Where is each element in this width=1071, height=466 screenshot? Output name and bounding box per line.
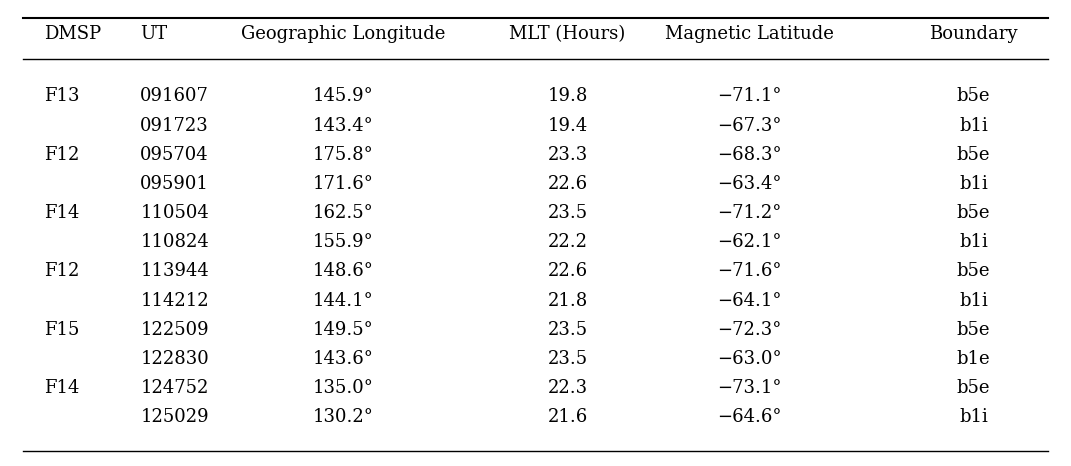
Text: 22.2: 22.2 [547,233,588,251]
Text: Boundary: Boundary [930,25,1017,43]
Text: 149.5°: 149.5° [313,321,374,339]
Text: 143.4°: 143.4° [313,116,374,135]
Text: b5e: b5e [956,321,991,339]
Text: F13: F13 [44,87,79,105]
Text: b5e: b5e [956,204,991,222]
Text: −71.2°: −71.2° [716,204,782,222]
Text: b5e: b5e [956,379,991,397]
Text: 19.4: 19.4 [547,116,588,135]
Text: 110504: 110504 [140,204,209,222]
Text: 144.1°: 144.1° [313,292,374,309]
Text: b1i: b1i [959,233,987,251]
Text: F14: F14 [44,379,79,397]
Text: 22.3: 22.3 [547,379,588,397]
Text: 23.5: 23.5 [547,321,588,339]
Text: b5e: b5e [956,262,991,281]
Text: 143.6°: 143.6° [313,350,374,368]
Text: 22.6: 22.6 [547,175,588,193]
Text: F14: F14 [44,204,79,222]
Text: b5e: b5e [956,146,991,164]
Text: 113944: 113944 [140,262,209,281]
Text: 22.6: 22.6 [547,262,588,281]
Text: −72.3°: −72.3° [716,321,782,339]
Text: 19.8: 19.8 [547,87,588,105]
Text: 091723: 091723 [140,116,209,135]
Text: 095901: 095901 [140,175,209,193]
Text: −71.6°: −71.6° [716,262,782,281]
Text: 130.2°: 130.2° [313,408,374,426]
Text: 124752: 124752 [140,379,209,397]
Text: 162.5°: 162.5° [313,204,374,222]
Text: 148.6°: 148.6° [313,262,374,281]
Text: −67.3°: −67.3° [716,116,782,135]
Text: MLT (Hours): MLT (Hours) [510,25,625,43]
Text: −68.3°: −68.3° [716,146,782,164]
Text: 095704: 095704 [140,146,209,164]
Text: 155.9°: 155.9° [313,233,374,251]
Text: 125029: 125029 [140,408,209,426]
Text: b5e: b5e [956,87,991,105]
Text: 110824: 110824 [140,233,209,251]
Text: −64.6°: −64.6° [716,408,782,426]
Text: 091607: 091607 [140,87,209,105]
Text: 23.5: 23.5 [547,350,588,368]
Text: Geographic Longitude: Geographic Longitude [241,25,446,43]
Text: −63.4°: −63.4° [716,175,782,193]
Text: Magnetic Latitude: Magnetic Latitude [665,25,833,43]
Text: −71.1°: −71.1° [716,87,782,105]
Text: b1i: b1i [959,116,987,135]
Text: F15: F15 [44,321,79,339]
Text: F12: F12 [44,146,79,164]
Text: −62.1°: −62.1° [716,233,782,251]
Text: −73.1°: −73.1° [716,379,782,397]
Text: 122509: 122509 [140,321,209,339]
Text: b1i: b1i [959,408,987,426]
Text: 145.9°: 145.9° [313,87,374,105]
Text: 23.5: 23.5 [547,204,588,222]
Text: 175.8°: 175.8° [313,146,374,164]
Text: 171.6°: 171.6° [313,175,374,193]
Text: DMSP: DMSP [44,25,102,43]
Text: −64.1°: −64.1° [716,292,782,309]
Text: UT: UT [140,25,167,43]
Text: 23.3: 23.3 [547,146,588,164]
Text: 21.6: 21.6 [547,408,588,426]
Text: b1i: b1i [959,175,987,193]
Text: 122830: 122830 [140,350,209,368]
Text: −63.0°: −63.0° [716,350,782,368]
Text: F12: F12 [44,262,79,281]
Text: b1e: b1e [956,350,991,368]
Text: b1i: b1i [959,292,987,309]
Text: 114212: 114212 [140,292,209,309]
Text: 135.0°: 135.0° [313,379,374,397]
Text: 21.8: 21.8 [547,292,588,309]
